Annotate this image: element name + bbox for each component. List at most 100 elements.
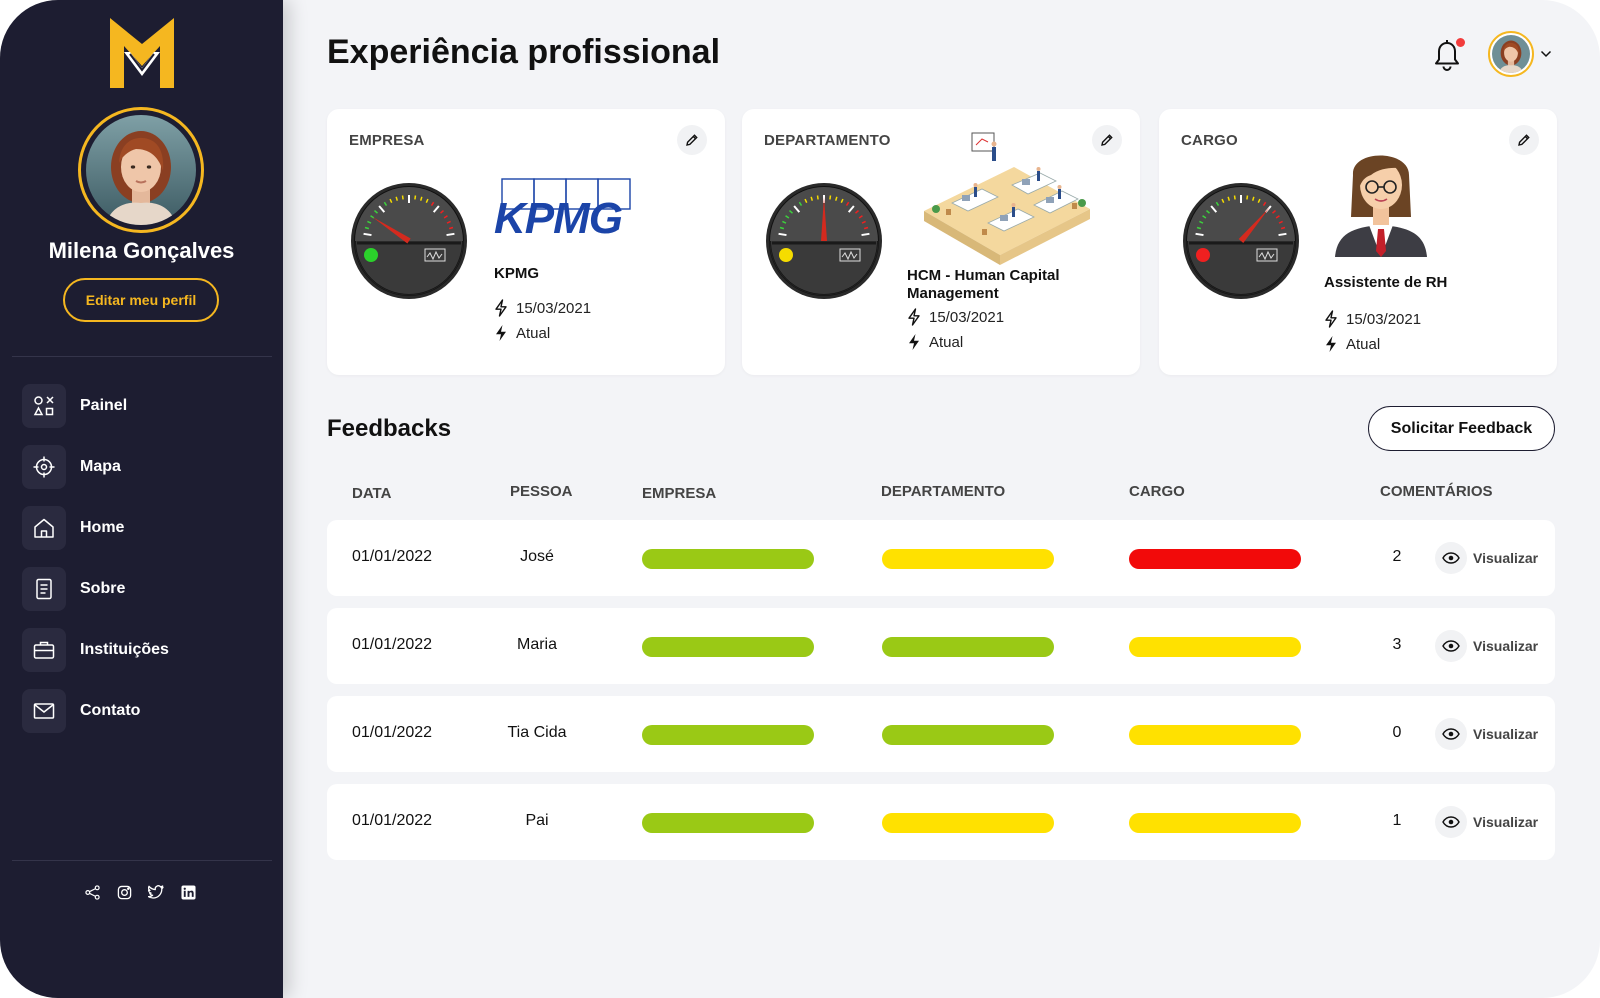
edit-role-button[interactable] [1509,125,1539,155]
sidebar-item-mapa[interactable]: Mapa [22,445,169,489]
current-status: Atual [1324,335,1380,353]
sidebar-item-home[interactable]: Home [22,506,169,550]
twitter-icon[interactable] [148,884,164,900]
role-name: Assistente de RH [1324,274,1448,291]
crosshair-icon [22,445,66,489]
eye-icon [1435,542,1467,574]
bolt-outline-icon [1325,310,1337,328]
sidebar-item-sobre[interactable]: Sobre [22,567,169,611]
feedback-date: 01/01/2022 [352,636,433,653]
office-illustration [924,132,1090,265]
profile-avatar[interactable] [78,107,204,233]
sidebar: Milena Gonçalves Editar meu perfil Paine… [0,0,283,998]
sidebar-item-painel[interactable]: Painel [22,384,169,428]
bolt-outline-icon [495,299,507,317]
shapes-icon [22,384,66,428]
column-header-comentarios: COMENTÁRIOS [1380,483,1493,500]
briefcase-icon [22,628,66,672]
sidebar-divider [12,356,272,357]
eye-icon [1435,718,1467,750]
column-header-pessoa: PESSOA [510,483,573,500]
user-avatar[interactable] [1488,31,1534,77]
chevron-down-icon[interactable] [1540,50,1552,58]
kpmg-logo-text: KPMG [494,194,622,239]
card-title: CARGO [1181,132,1238,149]
pencil-icon [686,134,698,146]
view-label: Visualizar [1473,726,1539,742]
view-label: Visualizar [1473,814,1539,830]
feedback-date: 01/01/2022 [352,812,433,829]
view-button[interactable]: Visualizar [1435,630,1538,662]
user-menu[interactable] [1488,31,1552,77]
sidebar-item-label: Contato [80,702,141,719]
edit-department-button[interactable] [1092,125,1122,155]
view-button[interactable]: Visualizar [1435,806,1538,838]
departamento-rating-bar [882,637,1054,657]
comment-count: 2 [1392,548,1402,565]
view-label: Visualizar [1473,550,1539,566]
sidebar-item-label: Home [80,519,125,536]
feedback-date: 01/01/2022 [352,724,433,741]
sidebar-nav: Painel Mapa Home [22,384,169,750]
empresa-rating-bar [642,549,814,569]
request-feedback-button[interactable]: Solicitar Feedback [1368,406,1555,451]
column-header-data: DATA [352,485,392,502]
feedback-person: Tia Cida [507,724,567,741]
role-card: CARGO Assistente de RH 15/03/2021 Atual [1159,109,1557,375]
feedback-date: 01/01/2022 [352,548,433,565]
bolt-outline-icon [908,308,920,326]
bell-icon[interactable] [1432,38,1462,72]
edit-company-button[interactable] [677,125,707,155]
gauge [351,183,467,299]
brand-logo[interactable] [108,16,176,92]
view-button[interactable]: Visualizar [1435,542,1538,574]
cargo-rating-bar [1129,725,1301,745]
start-date: 15/03/2021 [1324,310,1421,328]
feedbacks-title: Feedbacks [327,415,452,442]
empresa-rating-bar [642,813,814,833]
feedback-person: José [520,548,554,565]
gauge [766,183,882,299]
table-row: 01/01/2022 Pai 1 Visualizar [327,784,1555,860]
feedback-person: Maria [516,636,557,653]
departamento-rating-bar [882,813,1054,833]
page-title: Experiência profissional [327,33,721,71]
cargo-rating-bar [1129,813,1301,833]
eye-icon [1435,630,1467,662]
table-row: 01/01/2022 Tia Cida 0 Visualizar [327,696,1555,772]
sidebar-item-label: Sobre [80,580,126,597]
document-icon [22,567,66,611]
home-icon [22,506,66,550]
department-card: DEPARTAMENTO HCM - Human Capital Managem… [742,109,1140,375]
company-card: EMPRESA KPMG KPMG 15/03/2021 Atual [327,109,725,375]
empresa-rating-bar [642,637,814,657]
comment-count: 1 [1392,812,1402,829]
card-title: DEPARTAMENTO [764,132,891,149]
mail-icon [22,689,66,733]
linkedin-icon[interactable] [180,884,196,900]
view-button[interactable]: Visualizar [1435,718,1538,750]
sidebar-item-label: Painel [80,397,128,414]
pencil-icon [1101,134,1113,146]
social-links [84,884,196,900]
instagram-icon[interactable] [116,884,132,900]
start-date: 15/03/2021 [494,299,591,317]
table-row: 01/01/2022 Maria 3 Visualizar [327,608,1555,684]
sidebar-item-instituicoes[interactable]: Instituições [22,628,169,672]
column-header-cargo: CARGO [1129,483,1185,500]
sidebar-item-label: Mapa [80,458,121,475]
kpmg-logo: KPMG [494,178,631,239]
sidebar-item-contato[interactable]: Contato [22,689,169,733]
column-header-departamento: DEPARTAMENTO [881,483,1006,500]
sidebar-item-label: Instituições [80,641,169,658]
departamento-rating-bar [882,549,1054,569]
gauge [1183,183,1299,299]
departamento-rating-bar [882,725,1054,745]
edit-profile-button[interactable]: Editar meu perfil [63,278,219,322]
department-name: HCM - Human Capital Management [907,267,1060,302]
cargo-rating-bar [1129,637,1301,657]
share-icon[interactable] [84,884,100,900]
employee-illustration [1335,155,1427,257]
bolt-icon [496,325,506,341]
